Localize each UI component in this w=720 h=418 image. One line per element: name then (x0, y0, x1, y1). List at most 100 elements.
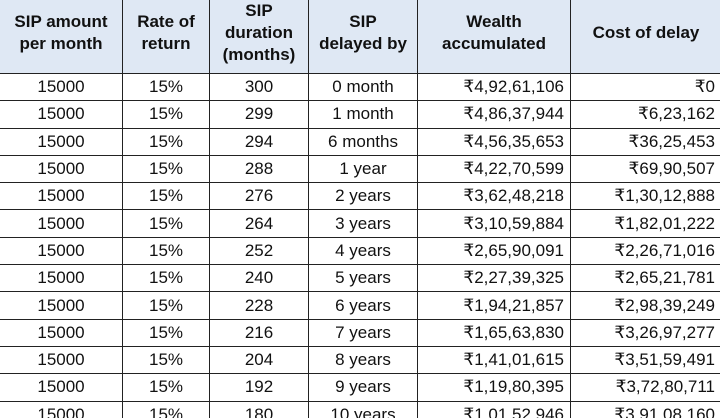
header-text: Rate of (137, 12, 195, 31)
header-sip-amount: SIP amount per month (0, 0, 123, 74)
cell-duration: 299 (209, 100, 309, 129)
header-text: SIP amount (14, 12, 108, 31)
cell-duration: 216 (209, 318, 309, 347)
cell-rate: 15% (122, 182, 210, 211)
cell-duration: 276 (209, 182, 309, 211)
cell-duration: 294 (209, 127, 309, 156)
cell-wealth: ₹2,27,39,325 (417, 264, 571, 293)
cell-sip-amount: 15000 (0, 127, 123, 156)
cell-duration: 180 (209, 400, 309, 418)
cell-cost-of-delay: ₹0 (570, 72, 720, 102)
cell-duration: 240 (209, 264, 309, 293)
cell-sip-amount: 15000 (0, 264, 123, 293)
cell-rate: 15% (122, 127, 210, 156)
table-row: 15000 15% 299 1 month ₹4,86,37,944 ₹6,23,162 (0, 100, 720, 129)
cell-delay: 6 years (308, 291, 418, 320)
cell-wealth: ₹4,92,61,106 (417, 72, 571, 102)
table-row: 15000 15% 288 1 year ₹4,22,70,599 ₹69,90,507 (0, 154, 720, 184)
header-text: Wealth (466, 12, 522, 31)
cell-cost-of-delay: ₹6,23,162 (570, 100, 720, 129)
cell-rate: 15% (122, 264, 210, 293)
header-sip-delayed-by: SIP delayed by (308, 0, 418, 74)
cell-sip-amount: 15000 (0, 182, 123, 211)
cell-duration: 264 (209, 209, 309, 238)
cell-rate: 15% (122, 373, 210, 402)
table-row: 15000 15% 192 9 years ₹1,19,80,395 ₹3,72,80,7… (0, 373, 720, 402)
cell-sip-amount: 15000 (0, 291, 123, 320)
table-row: 15000 15% 294 6 months ₹4,56,35,653 ₹36,25,45… (0, 127, 720, 156)
header-cost-of-delay: Cost of delay (570, 0, 720, 74)
cell-duration: 192 (209, 373, 309, 402)
header-text: (months) (222, 45, 296, 64)
table-row: 15000 15% 204 8 years ₹1,41,01,615 ₹3,51,59,4… (0, 345, 720, 375)
cell-cost-of-delay: ₹2,98,39,249 (570, 291, 720, 320)
header-text: accumulated (442, 34, 546, 53)
cell-cost-of-delay: ₹3,51,59,491 (570, 345, 720, 375)
cell-sip-amount: 15000 (0, 100, 123, 129)
header-text: SIP (349, 12, 377, 31)
cell-delay: 3 years (308, 209, 418, 238)
cell-wealth: ₹4,56,35,653 (417, 127, 571, 156)
cell-cost-of-delay: ₹3,26,97,277 (570, 318, 720, 347)
cell-delay: 7 years (308, 318, 418, 347)
header-text: SIP (245, 1, 273, 20)
table-row: 15000 15% 300 0 month ₹4,92,61,106 ₹0 (0, 72, 720, 102)
table-body: 15000 15% 300 0 month ₹4,92,61,106 ₹0 15000 15%… (0, 72, 720, 418)
cell-delay: 8 years (308, 345, 418, 375)
cell-cost-of-delay: ₹69,90,507 (570, 154, 720, 184)
cell-rate: 15% (122, 154, 210, 184)
header-row: SIP amount per month Rate of return SIP durat… (0, 0, 720, 74)
table-row: 15000 15% 228 6 years ₹1,94,21,857 ₹2,98,39,2… (0, 291, 720, 320)
cell-sip-amount: 15000 (0, 345, 123, 375)
table-row: 15000 15% 240 5 years ₹2,27,39,325 ₹2,65,21,7… (0, 264, 720, 293)
cell-wealth: ₹1,41,01,615 (417, 345, 571, 375)
cell-cost-of-delay: ₹36,25,453 (570, 127, 720, 156)
cell-rate: 15% (122, 318, 210, 347)
cell-wealth: ₹1,94,21,857 (417, 291, 571, 320)
cell-duration: 288 (209, 154, 309, 184)
cell-sip-amount: 15000 (0, 236, 123, 266)
cell-rate: 15% (122, 400, 210, 418)
cell-rate: 15% (122, 236, 210, 266)
cell-delay: 0 month (308, 72, 418, 102)
cell-wealth: ₹2,65,90,091 (417, 236, 571, 266)
cell-sip-amount: 15000 (0, 209, 123, 238)
cell-cost-of-delay: ₹1,82,01,222 (570, 209, 720, 238)
header-text: duration (225, 23, 293, 42)
header-sip-duration: SIP duration (months) (209, 0, 309, 74)
cell-cost-of-delay: ₹1,30,12,888 (570, 182, 720, 211)
cell-duration: 300 (209, 72, 309, 102)
cell-cost-of-delay: ₹3,72,80,711 (570, 373, 720, 402)
header-text: delayed by (319, 34, 407, 53)
table-row: 15000 15% 180 10 years ₹1,01,52,946 ₹3,91,08,… (0, 400, 720, 418)
cell-duration: 228 (209, 291, 309, 320)
cell-cost-of-delay: ₹3,91,08,160 (570, 400, 720, 418)
cell-delay: 9 years (308, 373, 418, 402)
cell-sip-amount: 15000 (0, 318, 123, 347)
cell-sip-amount: 15000 (0, 400, 123, 418)
table-row: 15000 15% 264 3 years ₹3,10,59,884 ₹1,82,01,2… (0, 209, 720, 238)
cell-wealth: ₹1,01,52,946 (417, 400, 571, 418)
cell-wealth: ₹1,19,80,395 (417, 373, 571, 402)
header-wealth-accumulated: Wealth accumulated (417, 0, 571, 74)
cell-delay: 5 years (308, 264, 418, 293)
cell-rate: 15% (122, 72, 210, 102)
cell-wealth: ₹4,22,70,599 (417, 154, 571, 184)
table-row: 15000 15% 252 4 years ₹2,65,90,091 ₹2,26,71,0… (0, 236, 720, 266)
cell-wealth: ₹1,65,63,830 (417, 318, 571, 347)
cell-cost-of-delay: ₹2,65,21,781 (570, 264, 720, 293)
header-rate-of-return: Rate of return (122, 0, 210, 74)
cell-delay: 1 month (308, 100, 418, 129)
cell-wealth: ₹3,10,59,884 (417, 209, 571, 238)
cell-rate: 15% (122, 345, 210, 375)
cell-rate: 15% (122, 100, 210, 129)
cell-sip-amount: 15000 (0, 72, 123, 102)
cell-wealth: ₹4,86,37,944 (417, 100, 571, 129)
cell-delay: 1 year (308, 154, 418, 184)
cell-delay: 2 years (308, 182, 418, 211)
cell-duration: 204 (209, 345, 309, 375)
table-row: 15000 15% 216 7 years ₹1,65,63,830 ₹3,26,97,2… (0, 318, 720, 347)
cell-duration: 252 (209, 236, 309, 266)
